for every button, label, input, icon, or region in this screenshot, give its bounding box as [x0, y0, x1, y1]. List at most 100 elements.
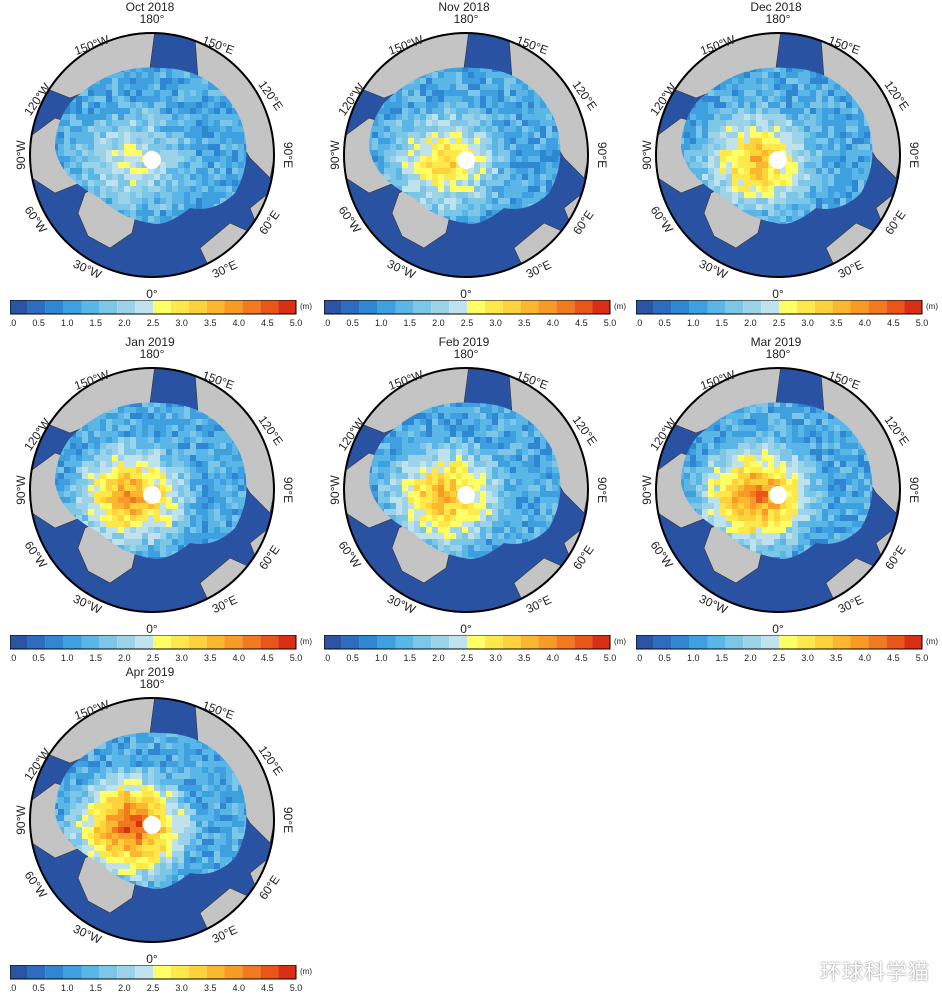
colorbar-swatch — [574, 300, 593, 314]
colorbar-swatch — [188, 965, 207, 979]
colorbar-swatch — [671, 300, 690, 314]
colorbar-swatch — [260, 635, 279, 649]
colorbar-tick-label: 0.0 — [324, 653, 330, 663]
colorbar-swatch — [10, 300, 28, 314]
colorbar-tick-label: 3.0 — [489, 653, 502, 663]
map-panel: Dec 2018 180° 0° 90°E 90°W 150°E 150°W 120°E 120… — [626, 0, 938, 330]
colorbar-swatch — [377, 300, 396, 314]
colorbar-swatch — [377, 635, 396, 649]
colorbar-swatch — [814, 300, 833, 314]
colorbar-tick-label: 4.5 — [261, 653, 274, 663]
polar-map: 180°0°90°E90°W150°E150°W120°E120°W60°E60… — [640, 347, 921, 633]
colorbar-swatch — [556, 635, 575, 649]
colorbar-tick-label: 3.5 — [830, 653, 843, 663]
colorbar-swatch — [725, 300, 744, 314]
colorbar-swatch — [45, 965, 64, 979]
colorbar-swatch — [689, 300, 708, 314]
longitude-label: 90°W — [640, 140, 654, 170]
watermark: 环球科学猫 — [820, 960, 930, 984]
longitude-label: 90°E — [907, 142, 921, 168]
colorbar-tick-label: 5.0 — [916, 653, 929, 663]
longitude-label: 90°E — [907, 477, 921, 503]
colorbar-swatch — [153, 300, 171, 314]
colorbar-tick-label: 2.0 — [118, 318, 131, 328]
colorbar-tick-label: 4.5 — [887, 653, 900, 663]
colorbar-swatch — [653, 635, 672, 649]
colorbar-unit: (m) — [300, 302, 312, 311]
colorbar-tick-label: 2.0 — [744, 318, 757, 328]
colorbar: (m) 0.0 0.5 1.0 1.5 2.0 2.5 3.0 3.5 4.0 4.5 5.0 — [10, 300, 312, 330]
colorbar-tick-label: 0.0 — [10, 318, 16, 328]
colorbar-swatch — [81, 635, 100, 649]
colorbar-swatch — [467, 635, 485, 649]
colorbar-swatch — [796, 300, 815, 314]
panel-title: Feb 2019 — [438, 335, 490, 349]
colorbar-tick-label: 3.0 — [175, 653, 188, 663]
colorbar-tick-label: 2.0 — [432, 318, 445, 328]
longitude-label: 90°E — [595, 477, 609, 503]
colorbar-swatch — [904, 300, 922, 314]
colorbar-swatch — [359, 300, 378, 314]
colorbar-tick-label: 1.5 — [90, 653, 103, 663]
longitude-label: 90°E — [281, 807, 295, 833]
colorbar-frame — [324, 635, 611, 650]
colorbar-frame — [10, 300, 297, 315]
colorbar: (m) 0.0 0.5 1.0 1.5 2.0 2.5 3.0 3.5 4.0 4.5 5.0 — [10, 965, 312, 995]
colorbar-swatch — [45, 635, 64, 649]
colorbar-swatch — [99, 965, 118, 979]
longitude-label: 90°E — [281, 142, 295, 168]
colorbar-swatch — [341, 635, 360, 649]
colorbar-tick-label: 4.5 — [261, 983, 274, 993]
colorbar-swatch — [27, 300, 46, 314]
longitude-label: 180° — [766, 12, 791, 26]
colorbar-swatch — [242, 965, 261, 979]
colorbar-unit: (m) — [300, 967, 312, 976]
colorbar-swatch — [671, 635, 690, 649]
map-border — [343, 367, 589, 613]
colorbar-swatch — [413, 635, 432, 649]
colorbar-tick-label: 4.0 — [233, 318, 246, 328]
polar-map: 180°0°90°E90°W150°E150°W120°E120°W60°E60… — [14, 347, 295, 633]
colorbar-tick-label: 0.0 — [324, 318, 330, 328]
longitude-label: 0° — [146, 952, 158, 963]
colorbar: (m) 0.0 0.5 1.0 1.5 2.0 2.5 3.0 3.5 4.0 4.5 5.0 — [10, 635, 312, 665]
colorbar-tick-label: 4.0 — [547, 318, 560, 328]
colorbar-swatch — [868, 635, 887, 649]
colorbar-swatch — [170, 635, 189, 649]
pole-hole — [457, 151, 475, 169]
colorbar-unit: (m) — [614, 637, 626, 646]
colorbar-swatch — [395, 635, 414, 649]
colorbar-swatch — [886, 300, 905, 314]
colorbar-frame — [10, 965, 297, 980]
colorbar-frame — [636, 300, 923, 315]
colorbar-swatch — [574, 635, 593, 649]
colorbar-tick-label: 1.0 — [61, 653, 74, 663]
colorbar-tick-label: 5.0 — [290, 983, 303, 993]
colorbar-unit: (m) — [926, 637, 938, 646]
colorbar-swatch — [81, 965, 100, 979]
panel-title: Dec 2018 — [750, 0, 802, 14]
map-panel: Apr 2019 180° 0° 90°E 90°W 150°E 150°W 120°E 120… — [0, 665, 312, 995]
colorbar-tick-label: 3.5 — [830, 318, 843, 328]
longitude-label: 0° — [772, 622, 784, 633]
colorbar-tick-label: 1.5 — [404, 653, 417, 663]
colorbar-tick-label: 0.5 — [346, 653, 359, 663]
colorbar-swatch — [224, 965, 243, 979]
longitude-label: 180° — [140, 677, 165, 691]
colorbar-swatch — [779, 635, 797, 649]
colorbar-tick-label: 4.5 — [575, 318, 588, 328]
map-border — [29, 367, 275, 613]
colorbar-swatch — [868, 300, 887, 314]
colorbar-swatch — [395, 300, 414, 314]
colorbar-tick-label: 4.0 — [233, 653, 246, 663]
colorbar-swatch — [538, 635, 557, 649]
longitude-label: 90°W — [328, 475, 342, 505]
colorbar-tick-label: 2.5 — [147, 983, 160, 993]
colorbar-tick-label: 3.0 — [801, 318, 814, 328]
colorbar-swatch — [260, 965, 279, 979]
longitude-label: 90°E — [281, 477, 295, 503]
panel-title: Jan 2019 — [125, 335, 175, 349]
longitude-label: 180° — [766, 347, 791, 361]
colorbar-swatch — [592, 635, 610, 649]
colorbar-swatch — [796, 635, 815, 649]
